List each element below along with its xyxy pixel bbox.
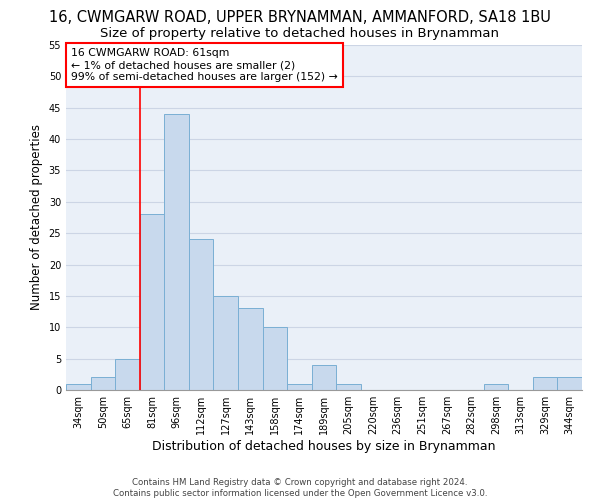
Bar <box>214 296 238 390</box>
Bar <box>189 240 214 390</box>
Text: Size of property relative to detached houses in Brynamman: Size of property relative to detached ho… <box>101 28 499 40</box>
Text: 16, CWMGARW ROAD, UPPER BRYNAMMAN, AMMANFORD, SA18 1BU: 16, CWMGARW ROAD, UPPER BRYNAMMAN, AMMAN… <box>49 10 551 25</box>
Bar <box>115 358 140 390</box>
Bar <box>484 384 508 390</box>
Bar <box>140 214 164 390</box>
X-axis label: Distribution of detached houses by size in Brynamman: Distribution of detached houses by size … <box>152 440 496 453</box>
Bar <box>533 378 557 390</box>
Y-axis label: Number of detached properties: Number of detached properties <box>30 124 43 310</box>
Bar <box>66 384 91 390</box>
Bar <box>238 308 263 390</box>
Bar <box>91 378 115 390</box>
Text: 16 CWMGARW ROAD: 61sqm
← 1% of detached houses are smaller (2)
99% of semi-detac: 16 CWMGARW ROAD: 61sqm ← 1% of detached … <box>71 48 338 82</box>
Bar <box>557 378 582 390</box>
Bar <box>263 328 287 390</box>
Bar <box>164 114 189 390</box>
Text: Contains HM Land Registry data © Crown copyright and database right 2024.
Contai: Contains HM Land Registry data © Crown c… <box>113 478 487 498</box>
Bar <box>336 384 361 390</box>
Bar <box>312 365 336 390</box>
Bar <box>287 384 312 390</box>
